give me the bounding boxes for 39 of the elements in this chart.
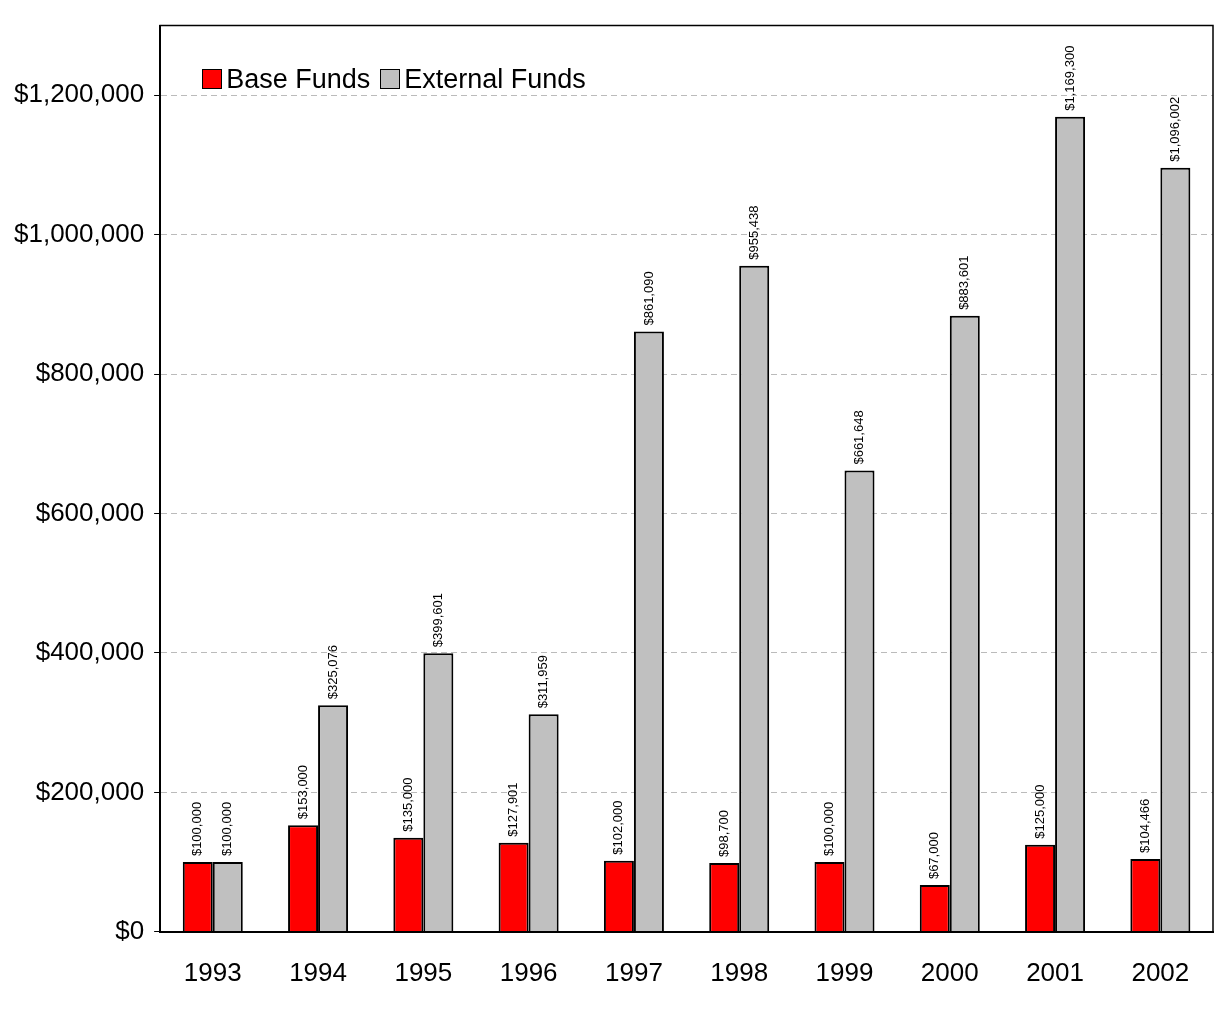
data-label: $98,700 <box>715 810 731 857</box>
data-label: $955,438 <box>745 205 761 260</box>
data-label: $102,000 <box>610 800 626 855</box>
x-tick-label: 2000 <box>920 956 979 987</box>
y-tick-label: $800,000 <box>35 357 145 388</box>
y-tick-label: $400,000 <box>35 636 145 667</box>
data-label: $1,169,300 <box>1061 45 1077 111</box>
x-tick-label: 1997 <box>605 956 663 987</box>
y-tick-label: $1,000,000 <box>13 217 145 248</box>
data-label: $883,601 <box>956 255 972 310</box>
data-label: $325,076 <box>324 644 340 700</box>
y-tick-label: $200,000 <box>35 775 145 806</box>
y-tick-label: $600,000 <box>35 496 145 527</box>
data-label: $135,000 <box>399 777 415 832</box>
data-label: $1,096,002 <box>1166 96 1182 162</box>
legend-label: Base Funds <box>226 63 371 95</box>
data-label: $861,090 <box>640 271 656 326</box>
x-tick-label: 1995 <box>394 956 453 987</box>
x-tick-label: 2002 <box>1131 956 1190 987</box>
legend-label: External Funds <box>404 63 586 95</box>
x-tick-label: 1994 <box>289 956 347 987</box>
data-label: $100,000 <box>821 801 837 857</box>
x-tick-label: 1993 <box>183 956 242 987</box>
x-tick-label: 1999 <box>815 956 874 987</box>
data-label: $104,466 <box>1136 798 1152 853</box>
data-label: $127,901 <box>505 782 521 837</box>
y-tick-label: $1,200,000 <box>13 78 145 109</box>
data-label: $125,000 <box>1031 784 1047 839</box>
x-tick-label: 1996 <box>499 956 558 987</box>
x-tick-label: 2001 <box>1026 956 1084 987</box>
data-label: $100,000 <box>189 801 205 857</box>
x-tick-label: 1998 <box>710 956 769 987</box>
y-tick-label: $0 <box>115 914 145 945</box>
data-label: $67,000 <box>926 832 942 880</box>
data-label: $399,601 <box>429 593 445 648</box>
data-label: $311,959 <box>535 655 551 709</box>
data-label: $100,000 <box>219 801 235 857</box>
data-label: $153,000 <box>294 764 310 820</box>
data-label: $661,648 <box>851 410 867 465</box>
